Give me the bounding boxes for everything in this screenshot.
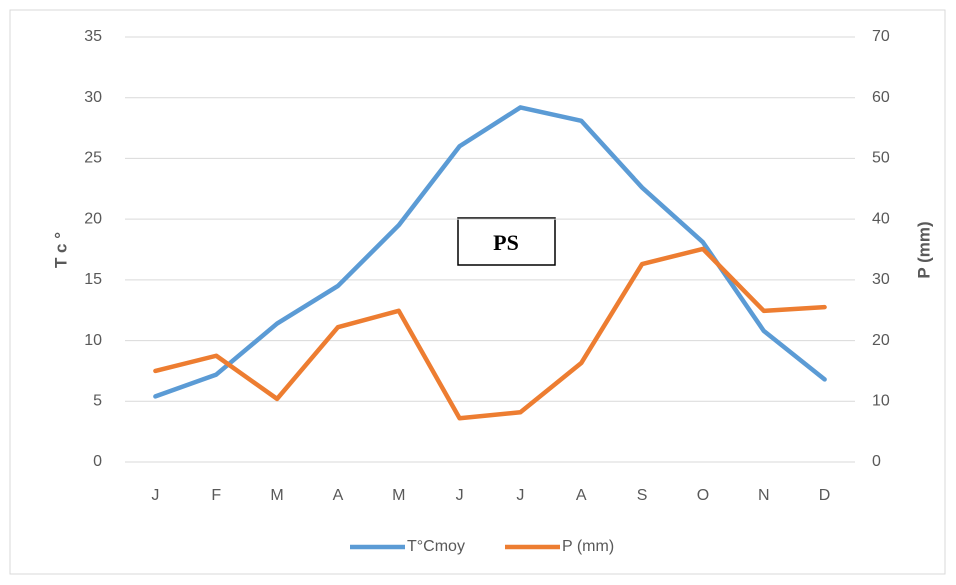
- x-tick-label: A: [333, 487, 344, 504]
- y2-tick-label: 50: [872, 150, 890, 167]
- y-axis-title: T c °: [51, 232, 70, 268]
- x-tick-label: A: [576, 487, 587, 504]
- annotation: PS: [493, 230, 519, 255]
- chart-frame: [9, 9, 946, 575]
- y2-axis-title: P (mm): [914, 221, 933, 278]
- x-tick-label: S: [637, 487, 648, 504]
- x-tick-label: M: [392, 487, 405, 504]
- y-tick-label: 30: [84, 89, 102, 106]
- annotation-box: [457, 217, 556, 266]
- y2-tick-label: 70: [872, 28, 890, 45]
- y-tick-label: 5: [93, 393, 102, 410]
- legend-label: P (mm): [562, 538, 614, 555]
- y2-tick-label: 60: [872, 89, 890, 106]
- y2-tick-label: 20: [872, 332, 890, 349]
- series-line: [153, 246, 827, 421]
- y2-tick-label: 0: [872, 453, 881, 470]
- y2-tick-label: 10: [872, 393, 890, 410]
- x-tick-label: J: [516, 487, 524, 504]
- y-tick-label: 20: [84, 210, 102, 227]
- x-tick-label: N: [758, 487, 770, 504]
- y-tick-label: 15: [84, 271, 102, 288]
- y-tick-label: 35: [84, 28, 102, 45]
- x-tick-label: D: [819, 487, 831, 504]
- x-tick-label: J: [456, 487, 464, 504]
- x-tick-label: J: [151, 487, 159, 504]
- x-tick-label: O: [697, 487, 709, 504]
- y-tick-label: 25: [84, 150, 102, 167]
- y-tick-label: 10: [84, 332, 102, 349]
- y-tick-label: 0: [93, 453, 102, 470]
- legend-label: T°Cmoy: [407, 538, 465, 555]
- y2-tick-label: 30: [872, 271, 890, 288]
- y2-tick-label: 40: [872, 210, 890, 227]
- x-tick-label: F: [211, 487, 221, 504]
- x-tick-label: M: [270, 487, 283, 504]
